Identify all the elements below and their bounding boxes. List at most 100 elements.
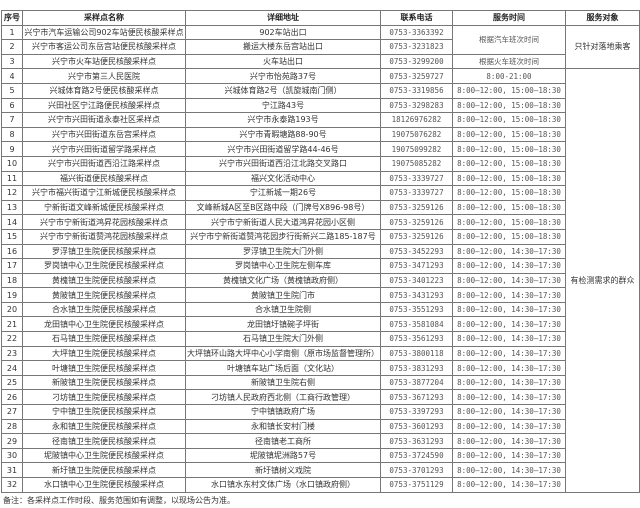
cell-seq: 20 xyxy=(1,301,23,318)
cell-phone: 0753-3877204 xyxy=(380,374,453,391)
header-address: 详细地址 xyxy=(185,10,381,26)
cell-phone: 0753-3259727 xyxy=(380,68,453,84)
table-row: 10 兴宁市兴田街道西沿江路采样点 兴宁市兴田街道西沿江北路交叉路口 19075085… xyxy=(1,155,640,172)
cell-seq: 30 xyxy=(1,447,23,464)
cell-name: 水口镇中心卫生院便民核酸采样点 xyxy=(22,477,186,493)
table-row: 11 福兴街道便民核酸采样点 福兴文化活动中心 0753-3339727 8:00—12… xyxy=(1,170,640,187)
cell-phone: 0753-3339727 xyxy=(380,185,453,201)
cell-address: 罗岗镇中心卫生院左侧车库 xyxy=(185,258,381,274)
cell-time: 8:00—12:00, 14:30—17:30 xyxy=(452,316,566,333)
cell-time: 8:00—12:00, 15:00—18:30 xyxy=(452,185,566,201)
table-row: 19 黄陂镇卫生院便民核酸采样点 黄陂镇卫生院门市 0753-3431293 8:00—… xyxy=(1,287,640,303)
cell-time: 8:00—12:00, 14:30—17:30 xyxy=(452,301,566,318)
cell-address: 兴宁市宁新街道人民大道鸿昇花园小区侧 xyxy=(185,214,381,230)
table-row: 4 兴宁市第三人民医院 兴宁市怡苑路37号 0753-3259727 8:00-21:0… xyxy=(1,68,640,493)
sampling-points-table: 序号 采样点名称 详细地址 联系电话 服务时间 服务对象 1 兴宁市汽车运输公司9… xyxy=(1,10,640,493)
header-target: 服务对象 xyxy=(565,10,640,26)
cell-phone: 0753-3751129 xyxy=(380,477,453,493)
cell-name: 新圩镇卫生院便民核酸采样点 xyxy=(22,462,186,478)
cell-seq: 22 xyxy=(1,331,23,347)
cell-name: 兴宁市宁新街道赞鸿花园核酸采样点 xyxy=(22,228,186,245)
table-row: 31 新圩镇卫生院便民核酸采样点 新圩镇树义戏院 0753-3701293 8:00—1… xyxy=(1,462,640,478)
cell-address: 叶塘镇车站广场后面（文化站） xyxy=(185,360,381,376)
table-row: 13 宁新街道文峰新城便民核酸采样点 文峰新城A区至B区路中段（门牌号X896-98… xyxy=(1,199,640,216)
cell-seq: 29 xyxy=(1,433,23,449)
table-row: 28 永和镇卫生院便民核酸采样点 永和镇长安村门楼 0753-3601293 8:00—… xyxy=(1,418,640,435)
cell-name: 宁中镇卫生院便民核酸采样点 xyxy=(22,404,186,420)
header-phone: 联系电话 xyxy=(380,10,453,26)
cell-time: 8:00—12:00, 14:30—17:30 xyxy=(452,287,566,303)
cell-phone: 0753-3581084 xyxy=(380,316,453,333)
cell-phone: 18126976282 xyxy=(380,112,453,128)
cell-name: 兴宁市宁新街道鸿昇花园核酸采样点 xyxy=(22,214,186,230)
cell-seq: 18 xyxy=(1,272,23,289)
cell-time: 8:00—12:00, 14:30—17:30 xyxy=(452,360,566,376)
table-row: 20 合水镇卫生院便民核酸采样点 合水镇卫生院侧 0753-3551293 8:00—1… xyxy=(1,301,640,318)
cell-seq: 14 xyxy=(1,214,23,230)
cell-address: 宁江路43号 xyxy=(185,97,381,114)
cell-phone: 19075085282 xyxy=(380,155,453,172)
cell-name: 兴宁市福兴街道宁江新城便民核酸采样点 xyxy=(22,185,186,201)
cell-name: 兴宁市兴田街道西沿江路采样点 xyxy=(22,155,186,172)
cell-seq: 10 xyxy=(1,155,23,172)
cell-name: 新陂镇卫生院便民核酸采样点 xyxy=(22,374,186,391)
cell-name: 兴宁市客运公司东岳宫站便民核酸采样点 xyxy=(22,39,186,55)
cell-phone: 0753-3231823 xyxy=(380,39,453,55)
table-row: 24 叶塘镇卫生院便民核酸采样点 叶塘镇车站广场后面（文化站） 0753-383129… xyxy=(1,360,640,376)
cell-address: 径南镇老工商所 xyxy=(185,433,381,449)
cell-time: 根据火车班次时间 xyxy=(452,53,566,70)
cell-address: 刁坊镇人民政府西北侧（工商行政管理） xyxy=(185,389,381,406)
cell-address: 火车站出口 xyxy=(185,53,381,70)
cell-seq: 16 xyxy=(1,243,23,260)
cell-seq: 25 xyxy=(1,374,23,391)
cell-seq: 13 xyxy=(1,199,23,216)
cell-seq: 21 xyxy=(1,316,23,333)
cell-time: 8:00—12:00, 15:00—18:30 xyxy=(452,214,566,230)
cell-name: 兴宁市兴田街道东岳宫采样点 xyxy=(22,126,186,143)
cell-address: 罗浮镇卫生院大门外侧 xyxy=(185,243,381,260)
cell-time: 8:00—12:00, 14:30—17:30 xyxy=(452,433,566,449)
cell-phone: 0753-3363392 xyxy=(380,24,453,41)
cell-seq: 1 xyxy=(1,24,23,41)
table-row: 8 兴宁市兴田街道东岳宫采样点 兴宁市青暇塘路88-90号 19075076282 8:… xyxy=(1,126,640,143)
cell-phone: 0753-3259126 xyxy=(380,199,453,216)
cell-phone: 0753-3724590 xyxy=(380,447,453,464)
cell-seq: 8 xyxy=(1,126,23,143)
cell-address: 搬运大楼东岳宫站出口 xyxy=(185,39,381,55)
table-row: 9 兴宁市兴田街道留学路采样点 兴宁市兴田街道留学路44-46号 1907509928… xyxy=(1,141,640,157)
footnote: 备注：各采样点工作时段、服务范围如有调整，以现场公告为准。 xyxy=(3,496,235,505)
cell-seq: 28 xyxy=(1,418,23,435)
cell-address: 石马镇卫生院大门外侧 xyxy=(185,331,381,347)
header-name: 采样点名称 xyxy=(22,10,186,26)
table-row: 17 罗岗镇中心卫生院便民核酸采样点 罗岗镇中心卫生院左侧车库 0753-347129… xyxy=(1,258,640,274)
cell-phone: 0753-3551293 xyxy=(380,301,453,318)
cell-phone: 0753-3401223 xyxy=(380,272,453,289)
cell-time: 8:00—12:00, 14:30—17:30 xyxy=(452,272,566,289)
cell-address: 黄槐镇文化广场（黄槐镇政府侧） xyxy=(185,272,381,289)
cell-seq: 27 xyxy=(1,404,23,420)
cell-seq: 4 xyxy=(1,68,23,84)
table-row: 5 兴城体育路2号便民核酸采样点 兴城体育路2号（凯旋城南门侧） 0753-33198… xyxy=(1,82,640,99)
cell-name: 兴宁市兴田街道留学路采样点 xyxy=(22,141,186,157)
cell-address: 902车站出口 xyxy=(185,24,381,41)
cell-name: 龙田镇中心卫生院便民核酸采样点 xyxy=(22,316,186,333)
table-row: 27 宁中镇卫生院便民核酸采样点 宁中镇镇政府广场 0753-3397293 8:00—… xyxy=(1,404,640,420)
cell-name: 刁坊镇卫生院便民核酸采样点 xyxy=(22,389,186,406)
cell-address: 龙田镇圩镇碗子坪街 xyxy=(185,316,381,333)
cell-address: 文峰新城A区至B区路中段（门牌号X896-98号） xyxy=(185,199,381,216)
cell-name: 罗浮镇卫生院便民核酸采样点 xyxy=(22,243,186,260)
cell-phone: 0753-3319856 xyxy=(380,82,453,99)
cell-address: 兴宁市兴田街道留学路44-46号 xyxy=(185,141,381,157)
cell-name: 坭陂镇中心卫生院便民核酸采样点 xyxy=(22,447,186,464)
cell-time: 8:00—12:00, 14:30—17:30 xyxy=(452,447,566,464)
cell-phone: 0753-3452293 xyxy=(380,243,453,260)
table-body: 1 兴宁市汽车运输公司902车站便民核酸采样点 902车站出口 0753-336339… xyxy=(1,24,640,493)
cell-phone: 0753-3701293 xyxy=(380,462,453,478)
cell-phone: 0753-3671293 xyxy=(380,389,453,406)
table-row: 14 兴宁市宁新街道鸿昇花园核酸采样点 兴宁市宁新街道人民大道鸿昇花园小区侧 0753… xyxy=(1,214,640,230)
cell-time: 8:00—12:00, 14:30—17:30 xyxy=(452,345,566,362)
cell-address: 新陂镇卫生院右侧 xyxy=(185,374,381,391)
cell-time: 8:00—12:00, 14:30—17:30 xyxy=(452,477,566,493)
table-row: 32 水口镇中心卫生院便民核酸采样点 水口镇水东村文体广场（水口镇政府侧） 0753-… xyxy=(1,477,640,493)
cell-address: 兴城体育路2号（凯旋城南门侧） xyxy=(185,82,381,99)
